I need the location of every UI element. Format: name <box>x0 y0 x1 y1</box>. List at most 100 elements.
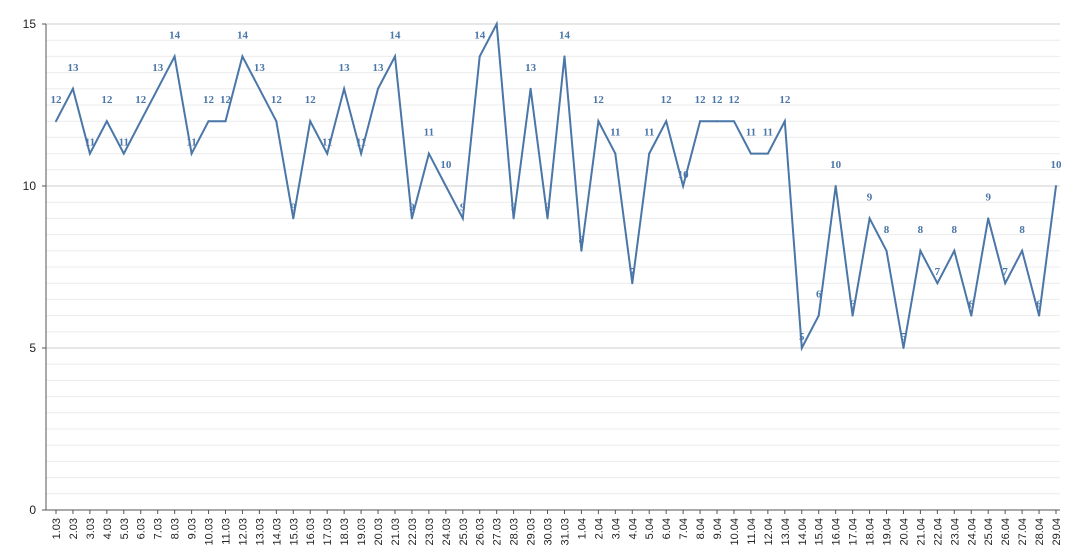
x-tick-label: 8.03 <box>170 518 182 539</box>
data-point <box>834 185 837 187</box>
y-tick-label: 5 <box>29 341 36 355</box>
data-point <box>377 87 380 90</box>
data-label: 8 <box>918 224 924 236</box>
data-label: 10 <box>1051 159 1063 171</box>
x-tick-label: 15.03 <box>288 518 300 546</box>
x-tick-label: 1.04 <box>576 518 588 539</box>
data-label: 9 <box>460 201 466 213</box>
data-label: 7 <box>630 266 636 278</box>
x-tick-label: 22.04 <box>932 518 944 546</box>
x-tick-label: 22.03 <box>407 518 419 546</box>
axes <box>45 24 1060 511</box>
data-point <box>343 87 346 90</box>
x-tick-label: 4.03 <box>102 518 114 539</box>
x-tick-label: 9.04 <box>712 518 724 539</box>
x-tick-label: 5.03 <box>119 518 131 539</box>
x-tick-label: 24.04 <box>966 518 978 546</box>
data-point <box>699 120 702 123</box>
x-tick-label: 3.04 <box>610 518 622 539</box>
data-point <box>732 120 735 123</box>
data-point <box>885 249 888 252</box>
x-tick-label: 23.03 <box>424 518 436 546</box>
data-label: 6 <box>816 289 822 301</box>
data-point <box>749 152 752 155</box>
data-label: 13 <box>525 62 537 74</box>
x-tick-label: 26.03 <box>475 518 487 546</box>
x-tick-label: 19.04 <box>882 518 894 546</box>
data-point <box>427 152 430 155</box>
data-point <box>902 347 905 349</box>
data-label: 12 <box>271 94 283 106</box>
data-point <box>495 23 498 25</box>
data-label: 8 <box>1019 224 1025 236</box>
data-label: 12 <box>101 94 113 106</box>
x-tick-label: 17.04 <box>848 518 860 546</box>
data-label: 14 <box>169 29 181 41</box>
data-point <box>1038 314 1041 317</box>
y-axis-ticks: 0 5 10 15 <box>23 17 46 517</box>
data-point <box>224 120 227 123</box>
data-label: 9 <box>409 201 415 213</box>
x-tick-label: 31.03 <box>559 518 571 546</box>
data-label: 5 <box>799 331 805 343</box>
data-point <box>800 347 803 349</box>
data-label: 9 <box>867 191 873 203</box>
data-label: 9 <box>985 191 991 203</box>
data-point <box>817 314 820 317</box>
data-point <box>580 249 583 252</box>
x-axis-ticks: 1.03 2.03 3.03 4.03 5.03 6.03 7.03 8.03 9.03 10.0… <box>51 510 1063 546</box>
y-tick-label: 10 <box>23 179 37 193</box>
data-label: 6 <box>850 299 856 311</box>
data-point <box>393 55 396 58</box>
data-label: 8 <box>952 224 958 236</box>
data-point <box>55 120 57 123</box>
data-point <box>512 217 515 220</box>
data-label: 11 <box>763 127 773 139</box>
data-label: 10 <box>440 159 452 171</box>
x-tick-label: 29.03 <box>526 518 538 546</box>
x-tick-label: 18.04 <box>865 518 877 546</box>
gridlines <box>46 23 1060 495</box>
data-label: 12 <box>203 94 215 106</box>
data-label: 11 <box>186 137 196 149</box>
data-point <box>631 282 634 285</box>
data-label: 7 <box>935 266 941 278</box>
x-tick-label: 28.03 <box>509 518 521 546</box>
data-point <box>1004 282 1007 285</box>
data-label: 9 <box>291 201 297 213</box>
x-tick-label: 8.04 <box>695 518 707 539</box>
data-point <box>122 152 125 155</box>
x-tick-label: 11.04 <box>746 518 758 545</box>
data-label: 11 <box>322 137 332 149</box>
data-label: 11 <box>746 127 756 139</box>
data-point <box>529 87 532 90</box>
data-label: 11 <box>119 137 129 149</box>
x-tick-label: 27.04 <box>1017 518 1029 546</box>
data-label: 12 <box>661 94 673 106</box>
data-label: 6 <box>1036 299 1042 311</box>
data-label: 11 <box>85 137 95 149</box>
data-label: 12 <box>51 94 63 106</box>
x-tick-label: 24.03 <box>441 518 453 546</box>
data-label: 5 <box>901 331 907 343</box>
data-point <box>563 55 566 58</box>
data-label: 8 <box>884 224 890 236</box>
data-point <box>970 314 973 317</box>
x-tick-label: 6.04 <box>661 518 673 539</box>
x-tick-label: 15.04 <box>814 518 826 546</box>
data-label: 12 <box>728 94 740 106</box>
x-tick-label: 2.03 <box>68 518 80 539</box>
x-tick-label: 27.03 <box>492 518 504 546</box>
data-label: 11 <box>644 127 654 139</box>
data-point <box>71 87 74 90</box>
x-tick-label: 19.03 <box>356 518 368 546</box>
data-point <box>275 120 278 123</box>
x-tick-label: 21.03 <box>390 518 402 546</box>
data-point <box>139 120 142 123</box>
x-tick-label: 9.03 <box>187 518 199 539</box>
data-label: 6 <box>969 299 975 311</box>
data-point <box>410 217 413 220</box>
data-point <box>173 55 176 58</box>
x-tick-label: 16.03 <box>305 518 317 546</box>
data-label: 11 <box>356 137 366 149</box>
